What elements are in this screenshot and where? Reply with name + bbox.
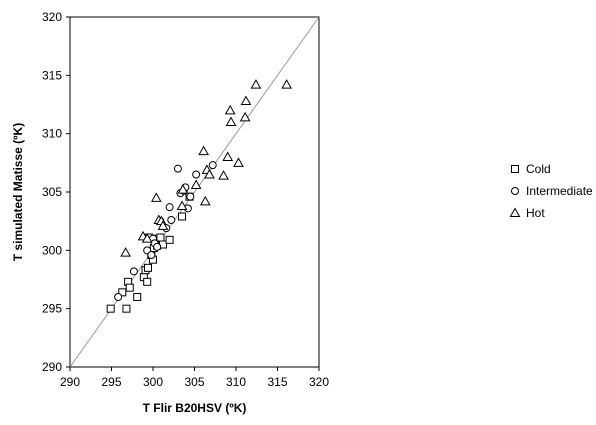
y-tick-label: 320 bbox=[42, 10, 62, 24]
cold-point bbox=[143, 277, 152, 286]
hot-point bbox=[198, 145, 209, 156]
intermediate-point bbox=[165, 203, 174, 212]
data-points bbox=[106, 79, 292, 313]
y-tick-label: 295 bbox=[42, 302, 62, 316]
x-tick-label: 300 bbox=[143, 375, 163, 389]
legend-marker-hot bbox=[509, 207, 521, 217]
x-tick-label: 310 bbox=[226, 375, 246, 389]
intermediate-point bbox=[186, 192, 195, 201]
hot-point bbox=[224, 104, 236, 115]
intermediate-point bbox=[173, 164, 182, 173]
hot-point bbox=[141, 233, 153, 243]
hot-point bbox=[239, 111, 251, 122]
hot-point bbox=[218, 170, 229, 180]
hot-point bbox=[177, 184, 189, 194]
y-tick-label: 300 bbox=[42, 243, 62, 257]
legend-marker-intermediate bbox=[511, 187, 519, 195]
y-tick-label: 290 bbox=[42, 360, 62, 374]
cold-point bbox=[106, 304, 115, 313]
cold-point bbox=[118, 288, 127, 297]
cold-point bbox=[125, 283, 134, 292]
x-tick-label: 315 bbox=[267, 375, 287, 389]
x-tick-label: 295 bbox=[101, 375, 121, 389]
y-axis-ticks: 290 295 300 305 310 315 320 bbox=[42, 10, 70, 374]
y-tick-label: 310 bbox=[42, 127, 62, 141]
intermediate-point bbox=[167, 216, 176, 224]
x-axis-ticks: 290 295 300 305 310 315 320 bbox=[60, 367, 329, 389]
cold-point bbox=[156, 233, 165, 242]
cold-point bbox=[178, 212, 187, 221]
cold-point bbox=[165, 235, 174, 244]
y-tick-label: 315 bbox=[42, 68, 62, 82]
intermediate-point bbox=[208, 161, 217, 170]
cold-point bbox=[122, 304, 131, 313]
hot-point bbox=[240, 95, 252, 105]
hot-point bbox=[250, 79, 262, 89]
intermediate-point bbox=[153, 242, 162, 251]
x-tick-label: 305 bbox=[184, 375, 204, 389]
y-tick-label: 305 bbox=[42, 185, 62, 199]
hot-point bbox=[225, 116, 237, 126]
legend: Cold Intermediate Hot bbox=[509, 162, 593, 220]
x-axis-label: T Flir B20HSV (ºK) bbox=[143, 401, 247, 415]
hot-point bbox=[204, 168, 215, 179]
hot-point bbox=[150, 192, 162, 202]
hot-point bbox=[190, 179, 202, 189]
intermediate-point bbox=[147, 251, 156, 259]
legend-label-cold: Cold bbox=[526, 162, 551, 176]
intermediate-point bbox=[129, 267, 138, 276]
cold-point bbox=[144, 263, 153, 272]
hot-point bbox=[199, 195, 211, 206]
legend-label-intermediate: Intermediate bbox=[526, 184, 593, 198]
x-tick-label: 290 bbox=[60, 375, 80, 389]
y-axis-label: T simulated Matisse (ºK) bbox=[11, 123, 25, 261]
hot-point bbox=[222, 151, 234, 161]
x-tick-label: 320 bbox=[309, 375, 329, 389]
cold-point bbox=[133, 293, 142, 301]
legend-label-hot: Hot bbox=[526, 206, 545, 220]
intermediate-point bbox=[114, 293, 123, 301]
intermediate-point bbox=[192, 170, 201, 179]
hot-point bbox=[233, 157, 244, 167]
hot-point bbox=[120, 247, 131, 257]
legend-marker-cold bbox=[511, 165, 519, 173]
hot-point bbox=[176, 200, 188, 210]
hot-point bbox=[281, 79, 292, 89]
hot-point bbox=[157, 220, 169, 230]
